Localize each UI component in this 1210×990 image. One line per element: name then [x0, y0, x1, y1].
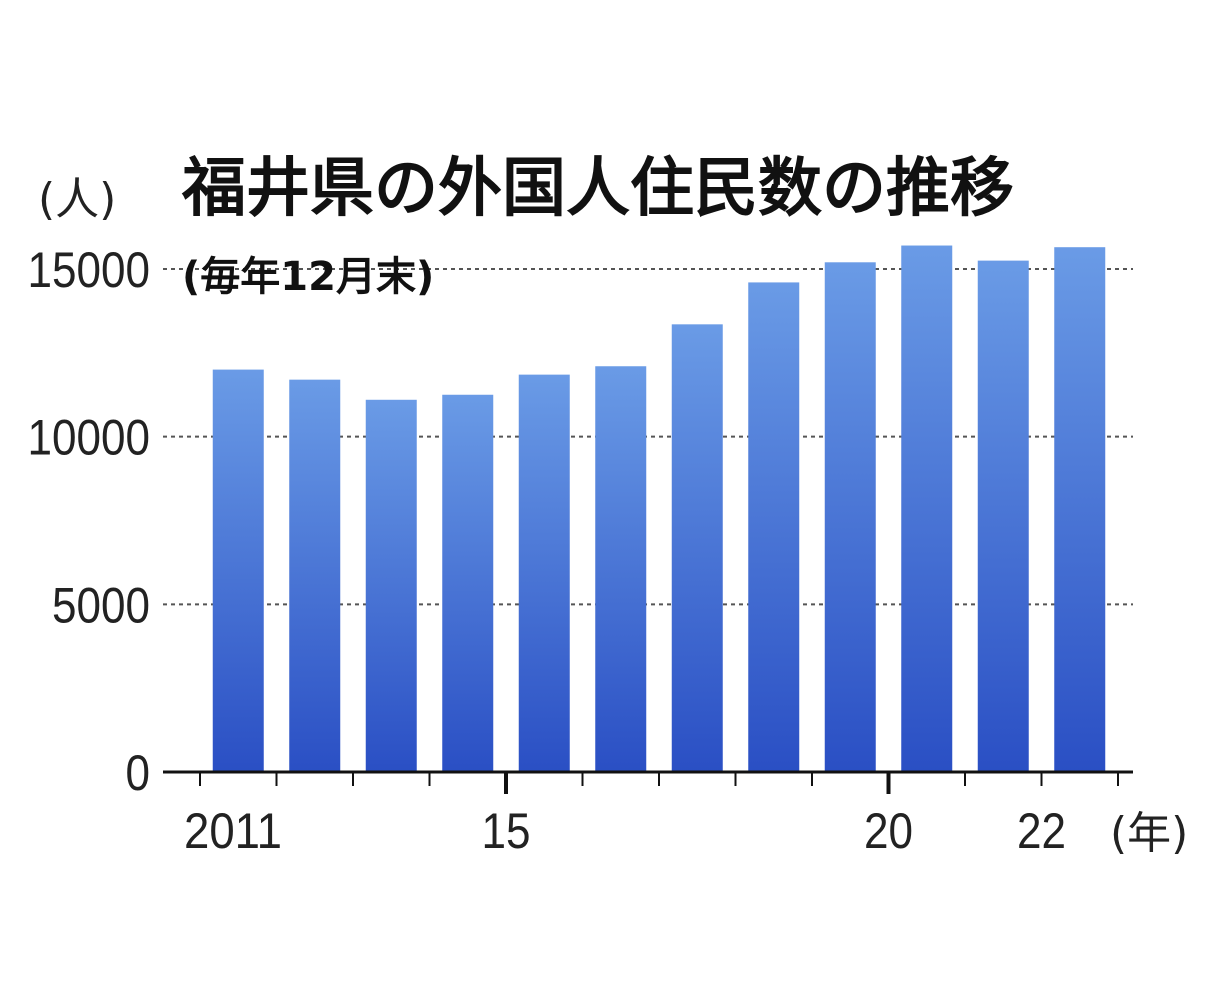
chart-title: 福井県の外国人住民数の推移	[181, 152, 1014, 226]
x-tick-label: 15	[482, 803, 531, 859]
bar	[1054, 247, 1106, 772]
bars	[212, 245, 1106, 772]
bar	[748, 282, 800, 772]
chart-subtitle: (毎年12月末)	[182, 254, 434, 300]
bar	[212, 369, 264, 772]
bar	[365, 399, 417, 772]
x-tick-label: 22	[1017, 803, 1066, 859]
bar	[977, 260, 1029, 772]
axes	[163, 770, 1133, 794]
bar	[595, 366, 647, 772]
bar	[901, 245, 953, 772]
bar	[518, 374, 570, 772]
y-tick-label: 5000	[52, 577, 150, 633]
bar	[289, 379, 341, 772]
bar	[824, 262, 876, 772]
x-axis-unit-label: (年)	[1110, 808, 1188, 859]
y-tick-label: 10000	[28, 410, 151, 466]
x-tick-label: 20	[864, 803, 913, 859]
labels: 0 5000 10000 15000 2011 15 20 22 (年)	[28, 242, 1189, 859]
y-axis-unit-label: (人)	[38, 174, 116, 225]
y-tick-label: 15000	[28, 242, 151, 298]
bar	[442, 394, 494, 772]
bar	[671, 324, 723, 772]
x-tick-label: 2011	[184, 803, 282, 859]
y-tick-label: 0	[126, 745, 151, 801]
